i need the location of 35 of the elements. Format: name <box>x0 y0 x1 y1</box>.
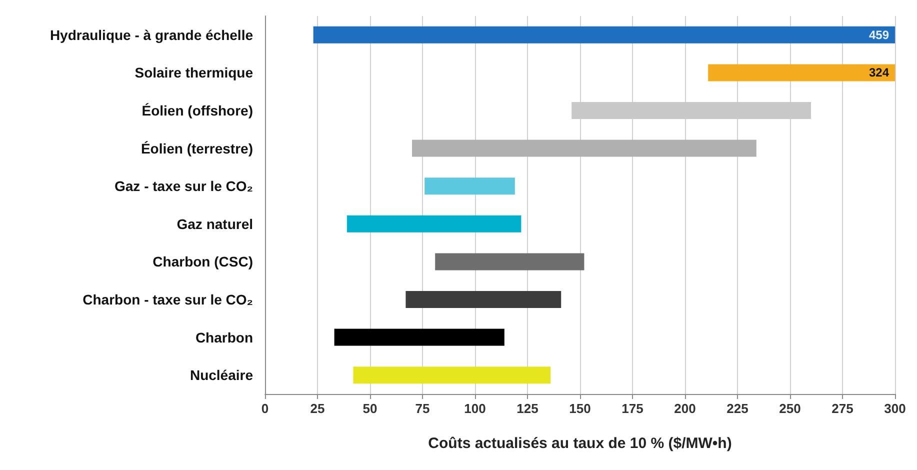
annotation: 324 <box>868 66 890 80</box>
x-axis-title: Coûts actualisés au taux de 10 % ($/MW•h) <box>428 435 732 452</box>
x-tick-label: 25 <box>310 401 325 416</box>
bar <box>406 290 562 308</box>
y-tick-label: Charbon <box>195 329 253 346</box>
bar <box>424 178 515 195</box>
y-tick-label: Charbon (CSC) <box>152 254 253 270</box>
bar <box>334 328 504 346</box>
x-tick-label: 250 <box>779 401 801 416</box>
y-tick-label: Solaire thermique <box>134 64 254 81</box>
bar <box>435 253 584 270</box>
x-tick-label: 50 <box>362 401 378 416</box>
x-tick-label: 100 <box>464 401 486 416</box>
y-tick-label: Éolien (offshore) <box>142 102 253 118</box>
bar <box>346 215 522 232</box>
x-tick-label: 200 <box>674 401 696 416</box>
x-tick-label: 0 <box>261 401 269 416</box>
x-tick-label: 275 <box>832 401 854 416</box>
y-tick-label: Gaz naturel <box>176 216 253 232</box>
bar <box>313 26 895 44</box>
y-tick-label: Hydraulique - à grande échelle <box>50 26 254 43</box>
x-tick-label: 75 <box>415 401 430 416</box>
y-tick-label: Gaz - taxe sur le CO₂ <box>114 178 253 194</box>
y-tick-label: Éolien (terrestre) <box>140 140 253 156</box>
annotation: 459 <box>868 28 890 42</box>
bar <box>708 64 895 82</box>
y-tick-label: Charbon - taxe sur le CO₂ <box>82 292 253 308</box>
x-tick-label: 175 <box>622 401 644 416</box>
x-tick-label: 150 <box>569 401 591 416</box>
bar <box>353 366 551 384</box>
y-tick-label: Nucléaire <box>190 367 254 384</box>
bar <box>412 140 756 157</box>
x-tick-label: 225 <box>726 401 748 416</box>
x-tick-label: 300 <box>884 401 906 416</box>
x-tick-label: 125 <box>516 401 538 416</box>
